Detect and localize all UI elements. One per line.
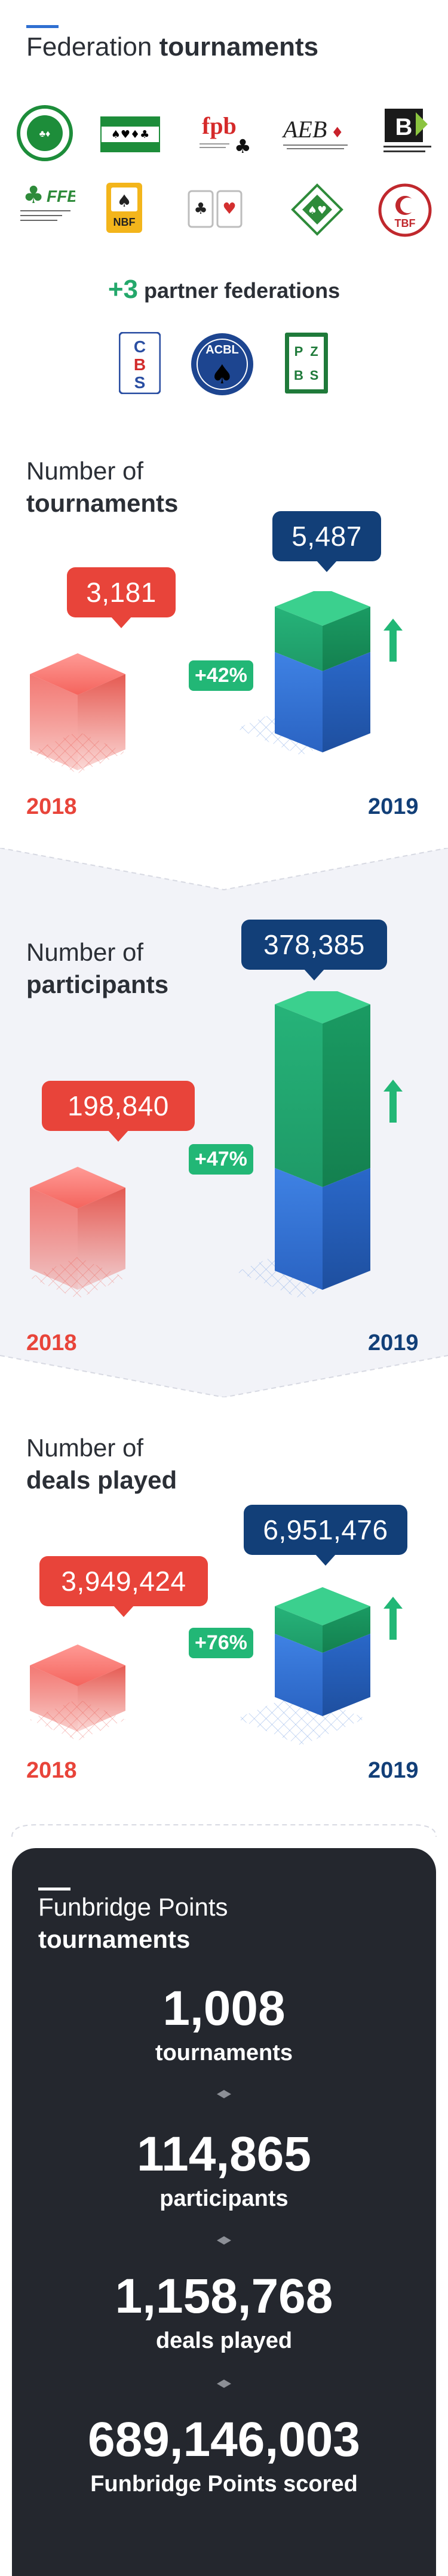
stat-label-bold: tournaments (26, 489, 179, 517)
aeb-logo: AEB ♦ (278, 111, 352, 159)
funbridge-points-card: Funbridge Points tournaments 1,008 tourn… (12, 1848, 436, 2576)
svg-text:NBF: NBF (113, 216, 136, 228)
growth-badge: +76% (189, 1628, 253, 1658)
year-2018-label: 2018 (26, 1758, 77, 1783)
separator-diamond-icon (217, 2090, 231, 2098)
svg-text:S: S (310, 368, 319, 383)
svg-text:TBF: TBF (395, 217, 416, 229)
dark-title-rule (38, 1888, 70, 1890)
funbridge-deals-value: 1,158,768 (115, 2269, 333, 2323)
svg-text:Z: Z (310, 344, 318, 359)
ffb-logo: ♣ FFB (16, 178, 75, 235)
svg-text:♣: ♣ (194, 200, 207, 218)
funbridge-title-bold: tournaments (38, 1925, 191, 1953)
stat-deals-label: Number of deals played (26, 1432, 177, 1496)
growth-badge: +47% (189, 1144, 253, 1175)
value-2018-bubble: 3,949,424 (39, 1556, 208, 1617)
partner-label: partner federations (144, 278, 340, 303)
year-2018-label: 2018 (26, 1330, 77, 1355)
nbf-logo: ♠ NBF (105, 182, 143, 234)
acbl-logo: ACBL ♠ (190, 332, 254, 396)
playing-cards-flag-logo: ♠♥♦♣ (100, 116, 160, 152)
value-2019-bubble: 6,951,476 (244, 1505, 407, 1566)
diamond-suits-logo: ♠♥ (290, 183, 344, 236)
funbridge-points-value: 689,146,003 (87, 2412, 360, 2467)
funbridge-tournaments-value: 1,008 (162, 1981, 286, 2036)
value-2018-bubble: 3,181 (67, 567, 176, 628)
stat-label-bold: deals played (26, 1466, 177, 1494)
cbs-logo: C B S (119, 332, 161, 394)
stat-label-bold: participants (26, 970, 169, 998)
stat-label-light: Number of (26, 1434, 144, 1462)
svg-text:B: B (395, 114, 413, 140)
federation-title: Federation tournaments (26, 32, 318, 62)
stat-tournaments-label: Number of tournaments (26, 455, 178, 519)
svg-text:B: B (134, 355, 146, 374)
growth-badge: +42% (189, 660, 253, 691)
tbf-logo: TBF (378, 183, 432, 238)
funbridge-participants-caption: participants (159, 2186, 289, 2211)
svg-text:P: P (294, 344, 303, 359)
funbridge-tournaments-caption: tournaments (155, 2040, 293, 2065)
fpb-logo: fpb ♣ (190, 107, 256, 159)
svg-text:♣♦: ♣♦ (39, 129, 51, 139)
year-2019-label: 2019 (368, 1758, 419, 1783)
funbridge-title: Funbridge Points tournaments (38, 1891, 228, 1956)
title-accent-rule (26, 25, 59, 28)
svg-text:♣: ♣ (234, 135, 251, 158)
svg-text:♣: ♣ (23, 182, 44, 209)
funbridge-points-caption: Funbridge Points scored (90, 2472, 358, 2497)
year-2018-label: 2018 (26, 794, 77, 819)
svg-text:B: B (294, 368, 303, 383)
growth-arrow-icon (383, 1597, 403, 1640)
svg-text:fpb: fpb (202, 112, 237, 139)
card-suits-logo: ♣ ♥ (186, 187, 246, 230)
federation-title-light: Federation (26, 32, 152, 62)
funbridge-title-light: Funbridge Points (38, 1893, 228, 1921)
tournaments-cubes (30, 591, 403, 773)
funbridge-participants-value: 114,865 (137, 2127, 311, 2181)
federation-title-bold: tournaments (159, 32, 319, 62)
svg-text:C: C (134, 337, 146, 356)
value-2018-bubble: 198,840 (42, 1081, 195, 1142)
royal-belgian-bridge-logo: B (378, 106, 435, 164)
stat-label-light: Number of (26, 938, 144, 966)
svg-text:♠♥: ♠♥ (308, 204, 327, 217)
year-2019-label: 2019 (368, 794, 419, 819)
svg-text:♦: ♦ (331, 124, 344, 141)
stat-label-light: Number of (26, 457, 144, 485)
value-2019-bubble: 5,487 (272, 511, 381, 572)
svg-text:♠: ♠ (116, 191, 131, 211)
stat-participants-label: Number of participants (26, 936, 168, 1001)
separator-diamond-icon (217, 2380, 231, 2388)
svg-text:♥: ♥ (222, 200, 236, 218)
pzbs-logo: P Z B S (284, 332, 329, 394)
svg-text:♠♥♦♣: ♠♥♦♣ (111, 128, 150, 141)
growth-arrow-icon (383, 1080, 403, 1123)
value-2019-bubble: 378,385 (241, 920, 387, 980)
funbridge-deals-caption: deals played (155, 2328, 293, 2353)
svg-text:S: S (134, 373, 146, 392)
deals-cubes (30, 1587, 403, 1745)
partner-count: +3 (108, 275, 139, 304)
svg-text:FFB: FFB (47, 187, 75, 205)
separator-diamond-icon (217, 2236, 231, 2245)
svg-text:♠: ♠ (210, 359, 234, 390)
participants-cubes (30, 991, 403, 1299)
growth-arrow-icon (383, 619, 403, 662)
year-2019-label: 2019 (368, 1330, 419, 1355)
svg-text:AEB: AEB (281, 116, 327, 143)
partner-federations-line: +3 partner federations (0, 275, 448, 305)
section-divider (11, 1824, 437, 1837)
dutch-bridge-federation-logo: ♣♦ (17, 105, 73, 161)
svg-text:ACBL: ACBL (205, 343, 239, 356)
